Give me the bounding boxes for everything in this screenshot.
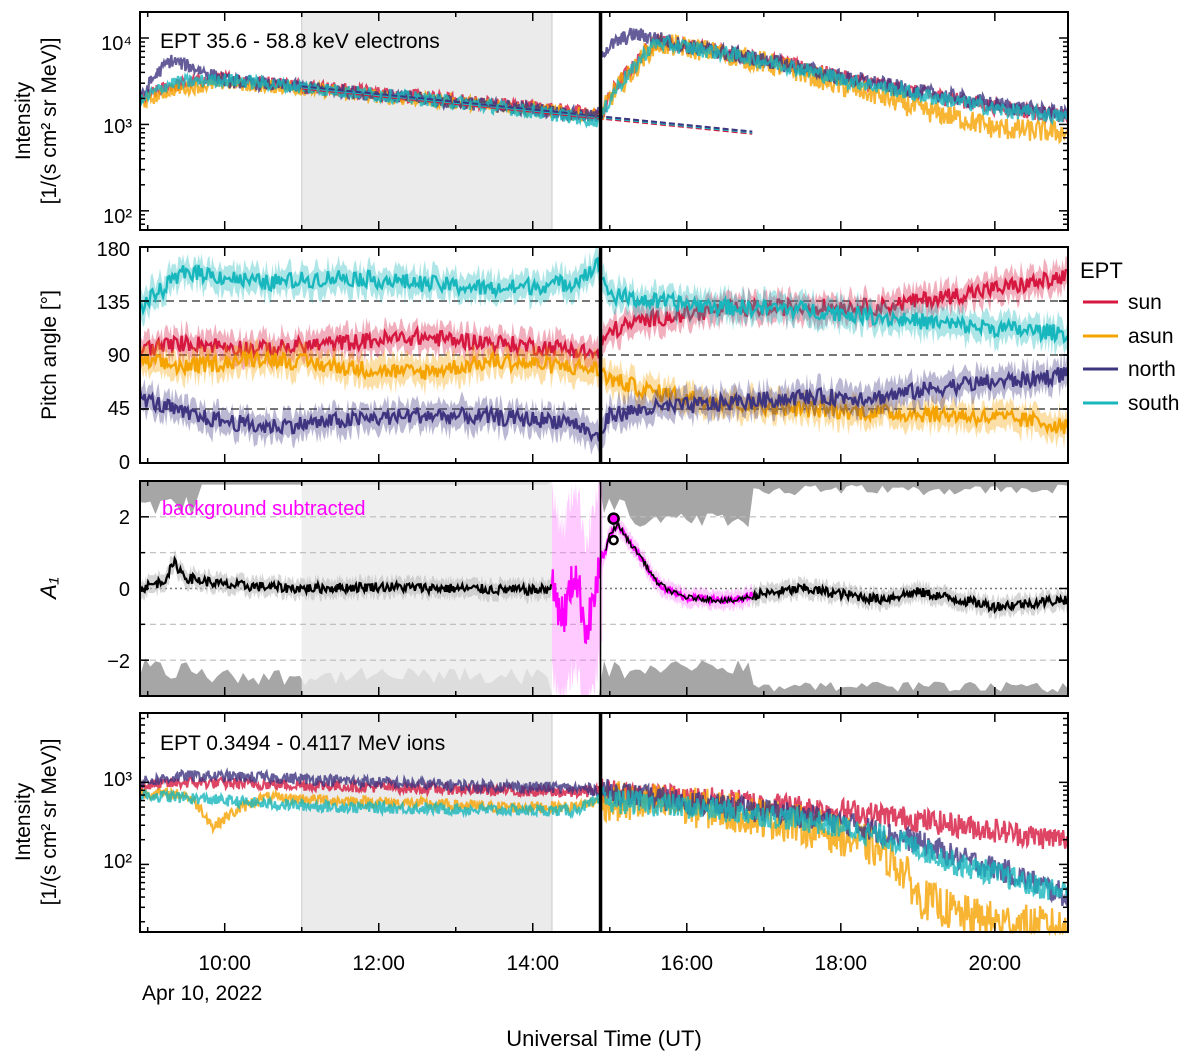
p4-ylabel-line1: Intensity (12, 782, 35, 861)
electron-series-south-post (601, 34, 1069, 126)
panel-ions-border (139, 712, 1069, 933)
p2-ytick-135: 135 (97, 292, 130, 314)
background-interval-band (301, 712, 553, 933)
xtick-20: 20:00 (969, 952, 1022, 975)
legend-label-north: north (1128, 358, 1176, 381)
pitch-series-south (139, 256, 601, 317)
legend-label-south: south (1128, 392, 1179, 415)
pitch-series-north (601, 367, 1069, 435)
pitch-angle-series (138, 247, 1069, 455)
axis-ticks (140, 11, 1068, 932)
xtick-18: 18:00 (815, 952, 868, 975)
p3-ylabel: A₁ (36, 577, 61, 601)
p3-ytick-0: 0 (119, 579, 130, 601)
p1-ylabel-line2: [1/(s cm² sr MeV)] (38, 38, 61, 205)
xtick-14: 14:00 (507, 952, 560, 975)
p1-ytick-10000: 10⁴ (101, 33, 132, 55)
anisotropy-series (138, 481, 1069, 696)
p1-ytick-100: 10² (103, 206, 132, 228)
p3-ytick-2: 2 (119, 507, 130, 529)
p4-ytick-1000: 10³ (103, 769, 132, 791)
xtick-16: 16:00 (661, 952, 714, 975)
x-axis-label: Universal Time (UT) (506, 1026, 702, 1051)
p3-ytick-minus2: −2 (107, 651, 130, 673)
electron-intensity-series (138, 27, 1069, 145)
ion-series-south (138, 789, 600, 820)
p2-ytick-45: 45 (108, 398, 130, 420)
p2-ylabel: Pitch angle [°] (38, 290, 61, 420)
pitch-band-south (602, 262, 1068, 357)
p2-ytick-180: 180 (97, 239, 130, 261)
panel-ions-title: EPT 0.3494 - 0.4117 MeV ions (160, 732, 445, 755)
xtick-12: 12:00 (352, 952, 405, 975)
p4-ylabel-line2: [1/(s cm² sr MeV)] (38, 739, 61, 906)
pitch-series-south (601, 276, 1069, 345)
panel-electrons-border (139, 11, 1069, 231)
pitch-band-south (140, 247, 599, 328)
ion-series-north (138, 767, 600, 798)
date-label: Apr 10, 2022 (142, 982, 262, 1005)
p2-ytick-90: 90 (108, 345, 130, 367)
pitch-series-sun (138, 324, 601, 361)
p4-ytick-100: 10² (103, 851, 132, 873)
background-fit-line (301, 85, 753, 133)
anisotropy-bgsub-band (552, 481, 753, 696)
ion-intensity-series (138, 767, 1069, 937)
ion-series-south (601, 785, 1069, 901)
legend-label-asun: asun (1128, 325, 1174, 348)
anisotropy-marker (608, 534, 619, 546)
background-interval-band (301, 11, 553, 231)
p1-ytick-1000: 10³ (103, 116, 132, 138)
pitch-band-sun (602, 255, 1068, 357)
pitch-series-asun (139, 348, 600, 381)
pitch-band-asun (140, 336, 599, 397)
legend-title: EPT (1080, 258, 1123, 283)
background-fit-line (301, 86, 753, 134)
anisotropy-series-a1-event (605, 522, 752, 605)
panel-electrons-title: EPT 35.6 - 58.8 keV electrons (160, 30, 440, 53)
anisotropy-series-a1 (138, 555, 553, 598)
p2-ytick-0: 0 (119, 452, 130, 474)
pitch-series-north (138, 390, 601, 443)
xtick-10: 10:00 (198, 952, 251, 975)
pitch-series-sun (600, 268, 1068, 346)
anisotropy-series-a1 (751, 582, 1069, 615)
anisotropy-annotation: background subtracted (162, 498, 365, 520)
p1-ylabel-line1: Intensity (12, 81, 35, 160)
legend: EPT sun asun north south (1080, 258, 1179, 415)
legend-label-sun: sun (1128, 291, 1162, 314)
anisotropy-marker (607, 512, 620, 525)
background-fit-line (301, 87, 753, 135)
panel-electrons-frame (140, 12, 1068, 230)
